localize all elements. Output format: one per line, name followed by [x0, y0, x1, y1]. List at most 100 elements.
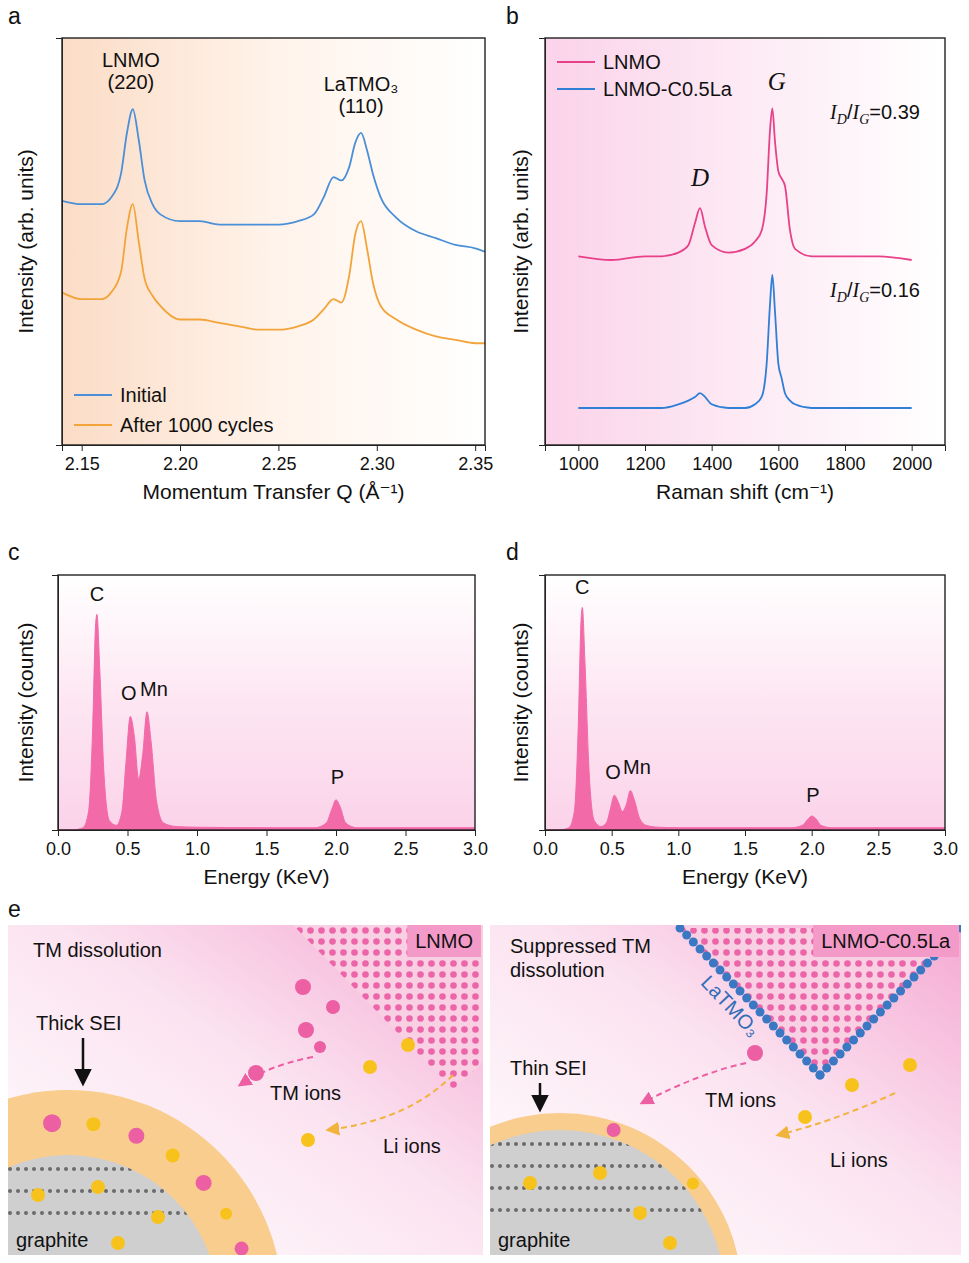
graphite-atom: [722, 1186, 726, 1190]
y-axis-title: Intensity (arb. units): [509, 149, 532, 333]
graphite-atom: [706, 1208, 710, 1212]
x-tick-mark: [82, 445, 83, 451]
x-tick-label: 2.5: [393, 839, 418, 859]
x-tick-mark: [745, 830, 746, 836]
coating-particle: [883, 1001, 892, 1010]
graphite-atom: [16, 1189, 20, 1193]
graphite-atom: [72, 1189, 76, 1193]
graphite-atom: [562, 1164, 566, 1168]
plot-marks: [545, 607, 945, 830]
graphite-atom: [112, 1189, 116, 1193]
tm-label: TM ions: [705, 1089, 776, 1111]
graphite-atom: [48, 1167, 52, 1171]
coating-particle: [916, 966, 925, 975]
coating-particle: [702, 952, 711, 961]
coating-particle: [749, 1001, 758, 1010]
graphite-atom: [208, 1167, 212, 1171]
coating-particle: [842, 1043, 851, 1052]
x-tick-label: 1600: [759, 454, 799, 474]
graphite-atom: [208, 1189, 212, 1193]
x-axis-title: Energy (KeV): [203, 865, 329, 888]
graphite-atom: [88, 1167, 92, 1171]
graphite-layers: [8, 1167, 212, 1215]
graphite-atom: [192, 1211, 196, 1215]
graphite-atom: [24, 1189, 28, 1193]
graphite-atom: [626, 1164, 630, 1168]
graphite-atom: [56, 1189, 60, 1193]
tm-arrow: [240, 1057, 313, 1085]
coating-particle: [896, 987, 905, 996]
graphite-atom: [562, 1208, 566, 1212]
tm-ion: [128, 1128, 144, 1144]
x-tick: 1400: [692, 445, 732, 474]
x-tick-label: 1200: [625, 454, 665, 474]
coating-particle: [816, 1071, 825, 1080]
graphite-label: graphite: [16, 1229, 88, 1251]
x-tick-mark: [197, 830, 198, 836]
graphite-atom: [32, 1167, 36, 1171]
x-tick-label: 2.5: [866, 839, 891, 859]
x-tick-mark: [278, 445, 279, 451]
graphite-atom: [64, 1189, 68, 1193]
graphite-atom: [208, 1211, 212, 1215]
graphite-atom: [610, 1208, 614, 1212]
plot-marks: [58, 614, 475, 830]
y-axis-line: [539, 576, 546, 831]
tm-ion: [43, 1114, 61, 1132]
x-tick: 2.30: [360, 445, 395, 474]
li-ion: [220, 1208, 232, 1220]
x-tick-mark: [612, 830, 613, 836]
x-tick-label: 0.0: [46, 839, 71, 859]
li-ion: [687, 1177, 699, 1189]
li-ion: [91, 1180, 105, 1194]
x-axis-line: [546, 831, 946, 837]
x-axis: 2.152.202.252.302.35: [63, 445, 494, 474]
coating-particle: [869, 1015, 878, 1024]
x-tick: 2000: [892, 445, 932, 474]
graphite-atom: [128, 1211, 132, 1215]
x-tick: 2.5: [866, 830, 891, 859]
x-tick: 1.0: [185, 830, 210, 859]
graphite-atom: [658, 1186, 662, 1190]
graphite-atom: [184, 1211, 188, 1215]
graphite-atom: [666, 1142, 670, 1146]
x-axis-title: Energy (KeV): [682, 865, 808, 888]
spectrum-area: [58, 614, 475, 830]
corner-label-box: [813, 925, 959, 957]
graphite-atom: [530, 1142, 534, 1146]
graphite-atom: [120, 1167, 124, 1171]
graphite-atom: [168, 1189, 172, 1193]
graphite-atom: [690, 1142, 694, 1146]
graphite-atom: [626, 1186, 630, 1190]
graphite-atom: [32, 1211, 36, 1215]
graphite-atom: [610, 1186, 614, 1190]
graphite-atom: [506, 1208, 510, 1212]
cathode-particle: [680, 928, 961, 1075]
chart: 100012001400160018002000Raman shift (cm⁻…: [509, 38, 946, 503]
x-axis: 0.00.51.01.52.02.53.0: [46, 830, 488, 859]
graphite-atom: [706, 1164, 710, 1168]
coating-particle: [769, 1022, 778, 1031]
graphite-atom: [490, 1164, 494, 1168]
x-tick: 1600: [759, 445, 799, 474]
li-ion: [166, 1149, 180, 1163]
chart: 0.00.51.01.52.02.53.0 Energy (KeV) Intensi…: [14, 575, 489, 888]
y-axis: [52, 576, 59, 831]
graphite-atom: [40, 1167, 44, 1171]
plot-background: [545, 575, 945, 830]
graphite-atom: [184, 1189, 188, 1193]
series-line: [62, 204, 485, 343]
x-tick: 0.5: [600, 830, 625, 859]
corner-label: LNMO-C0.5La: [821, 930, 951, 952]
li-label: Li ions: [830, 1149, 888, 1171]
schematic-art: [8, 925, 483, 1255]
graphite-atom: [152, 1167, 156, 1171]
graphite-atom: [152, 1189, 156, 1193]
coating-particle: [782, 1036, 791, 1045]
legend: LNMOLNMO-C0.5La: [557, 51, 733, 100]
x-tick-mark: [128, 830, 129, 836]
heading: dissolution: [510, 959, 605, 981]
y-axis-title: Intensity (counts): [14, 623, 37, 783]
graphite-atom: [72, 1211, 76, 1215]
graphite-atom: [642, 1164, 646, 1168]
